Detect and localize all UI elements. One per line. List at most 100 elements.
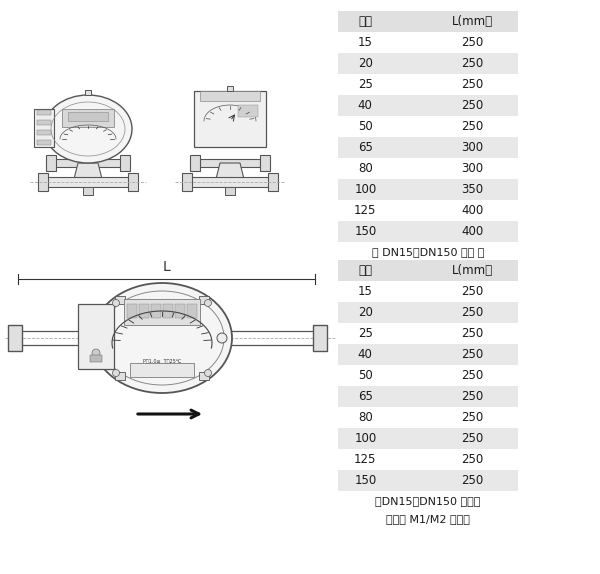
Bar — [338, 428, 518, 449]
Circle shape — [217, 333, 227, 343]
Bar — [338, 221, 518, 242]
Text: 300: 300 — [461, 162, 483, 175]
Text: 额定电: 额定电 — [92, 339, 100, 343]
Bar — [338, 179, 518, 200]
Text: 15: 15 — [358, 36, 373, 49]
Text: 250: 250 — [461, 285, 483, 298]
Text: 表 盘: 表 盘 — [92, 359, 100, 363]
Text: 250: 250 — [461, 306, 483, 319]
Bar — [151, 304, 161, 318]
Bar — [338, 386, 518, 407]
Bar — [190, 155, 200, 171]
Text: L: L — [163, 260, 171, 274]
Bar — [338, 323, 518, 344]
Bar — [338, 302, 518, 323]
Bar — [338, 200, 518, 221]
Bar — [268, 173, 278, 191]
Bar — [115, 296, 125, 304]
Circle shape — [205, 300, 212, 307]
Bar — [338, 137, 518, 158]
Text: 20: 20 — [358, 306, 373, 319]
Text: 20: 20 — [358, 57, 373, 70]
Bar — [175, 304, 185, 318]
Bar — [78, 304, 114, 369]
Text: 125: 125 — [354, 453, 376, 466]
Bar — [46, 155, 56, 171]
Bar — [200, 159, 260, 167]
Text: SET: SET — [218, 336, 226, 340]
Bar — [139, 304, 149, 318]
Text: 300: 300 — [461, 141, 483, 154]
Bar — [37, 110, 51, 115]
Text: 40: 40 — [358, 348, 373, 361]
Text: 350: 350 — [461, 183, 483, 196]
Text: L(mm）: L(mm） — [451, 15, 493, 28]
Text: 65: 65 — [358, 141, 373, 154]
Text: 水流量电子积算仪: 水流量电子积算仪 — [86, 309, 107, 313]
Bar — [225, 187, 235, 195]
Bar — [68, 112, 108, 121]
Polygon shape — [216, 163, 244, 179]
Bar — [338, 281, 518, 302]
Text: 250: 250 — [461, 78, 483, 91]
Bar — [130, 363, 194, 377]
Bar — [37, 140, 51, 145]
Bar — [338, 365, 518, 386]
Text: 150: 150 — [354, 225, 376, 238]
Text: 50: 50 — [358, 369, 373, 382]
Ellipse shape — [44, 95, 132, 163]
Bar — [338, 344, 518, 365]
Text: 250: 250 — [461, 411, 483, 424]
Text: 80: 80 — [358, 162, 373, 175]
Bar — [182, 173, 192, 191]
Text: 水流量电子 LMET006: 水流量电子 LMET006 — [146, 368, 178, 372]
Text: 250: 250 — [461, 369, 483, 382]
Bar — [128, 173, 138, 191]
Circle shape — [205, 370, 212, 377]
Text: 250: 250 — [461, 432, 483, 445]
Polygon shape — [74, 163, 102, 179]
Bar — [199, 296, 209, 304]
Bar — [85, 90, 91, 95]
Bar — [338, 11, 518, 32]
Text: 250: 250 — [461, 57, 483, 70]
Bar — [338, 260, 518, 281]
Text: 80: 80 — [358, 411, 373, 424]
Bar — [338, 32, 518, 53]
Bar — [227, 86, 233, 91]
Text: 15: 15 — [358, 285, 373, 298]
Text: （ DN15～DN150 气体 ）: （ DN15～DN150 气体 ） — [372, 247, 484, 258]
Bar — [338, 74, 518, 95]
Bar — [338, 116, 518, 137]
Bar — [338, 158, 518, 179]
Bar — [338, 407, 518, 428]
Bar — [238, 105, 258, 117]
Text: 40: 40 — [358, 99, 373, 112]
Bar — [338, 53, 518, 74]
Bar — [313, 325, 327, 351]
Text: 250: 250 — [461, 120, 483, 133]
Bar — [163, 304, 173, 318]
Text: 125: 125 — [354, 204, 376, 217]
Bar — [124, 299, 200, 325]
Text: 25: 25 — [358, 78, 373, 91]
Text: PN：16  ±2.5% P.E: PN：16 ±2.5% P.E — [140, 367, 184, 371]
Bar — [83, 187, 93, 195]
Bar — [46, 177, 130, 187]
Text: 100: 100 — [354, 183, 376, 196]
Bar — [338, 449, 518, 470]
Bar — [187, 304, 197, 318]
Text: 25: 25 — [358, 327, 373, 340]
Bar — [127, 304, 137, 318]
Text: 100: 100 — [354, 432, 376, 445]
Text: 250: 250 — [461, 348, 483, 361]
Bar — [190, 177, 270, 187]
Bar — [62, 109, 114, 127]
Bar — [38, 173, 48, 191]
Text: （DN15～DN150 液体）: （DN15～DN150 液体） — [376, 497, 481, 506]
Text: 400: 400 — [461, 204, 483, 217]
Bar — [37, 120, 51, 125]
Text: 250: 250 — [461, 327, 483, 340]
Bar — [54, 159, 122, 167]
Circle shape — [113, 300, 119, 307]
